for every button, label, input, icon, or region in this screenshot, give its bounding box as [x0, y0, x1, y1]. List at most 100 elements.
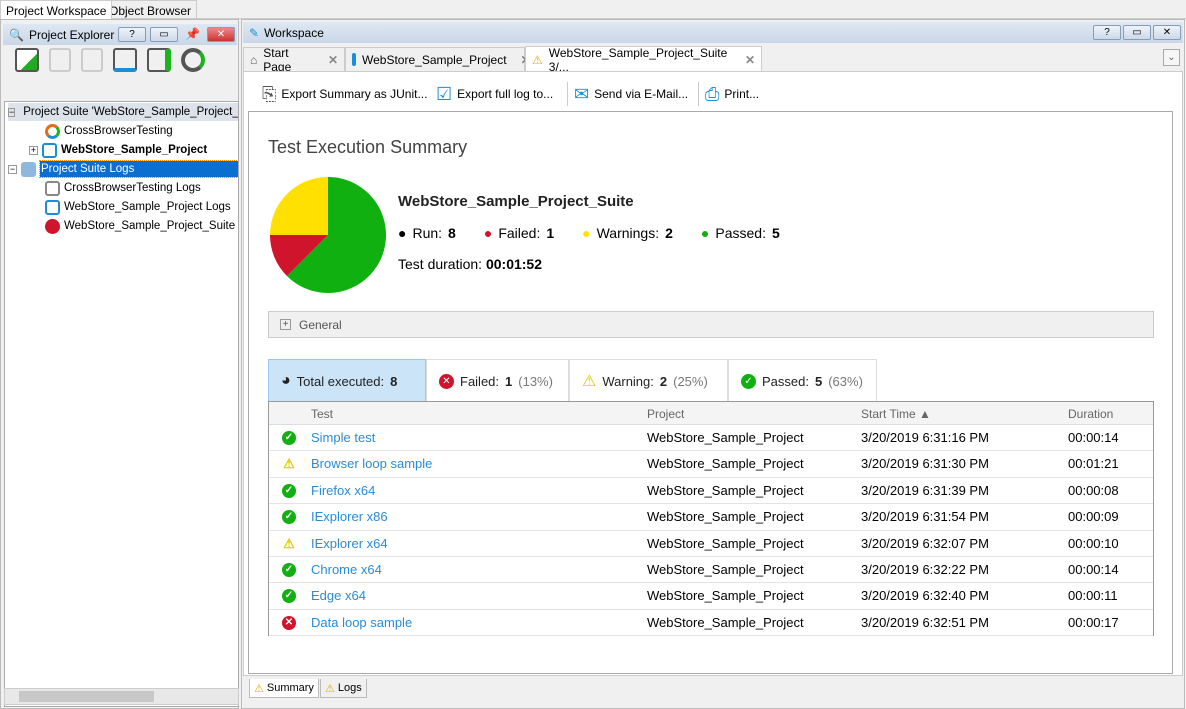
tab-project-workspace[interactable]: Project Workspace	[0, 0, 113, 19]
tab-object-browser[interactable]: Object Browser	[103, 0, 198, 19]
tab-suite-log[interactable]: ⚠ WebStore_Sample_Project_Suite 3/... ✕	[525, 45, 762, 74]
email-icon: ✉	[574, 83, 590, 104]
run-label: Run:	[412, 225, 443, 241]
tab-summary[interactable]: ⚠ Summary	[249, 679, 319, 698]
table-row[interactable]: ✓ Chrome x64 WebStore_Sample_Project 3/2…	[269, 557, 1153, 584]
project-icon	[42, 142, 57, 158]
test-link[interactable]: Chrome x64	[311, 562, 382, 577]
table-row[interactable]: ⚠ Browser loop sample WebStore_Sample_Pr…	[269, 451, 1153, 478]
project-explorer-panel: 🔍 Project Explorer ? ▭ 📌 ✕ − Project Suit…	[0, 19, 239, 709]
scrollbar-thumb[interactable]	[19, 691, 154, 702]
column-start-time[interactable]: Start Time ▲	[861, 407, 931, 421]
tab-total-executed[interactable]: ◕ Total executed: 8	[268, 359, 426, 402]
column-project[interactable]: Project	[647, 407, 685, 421]
print-button[interactable]: ⎙ Print...	[705, 80, 759, 108]
help-button[interactable]: ?	[1093, 25, 1121, 40]
table-row[interactable]: ✓ Simple test WebStore_Sample_Project 3/…	[269, 425, 1153, 452]
warning-log-icon: ⚠	[532, 52, 543, 67]
pin-icon[interactable]: 📌	[185, 27, 200, 41]
project-tree: − Project Suite 'WebStore_Sample_Project_…	[4, 101, 239, 707]
restore-button[interactable]: ▭	[1123, 25, 1151, 40]
help-button[interactable]: ?	[118, 27, 146, 42]
tree-label: CrossBrowserTesting	[64, 125, 173, 137]
test-link[interactable]: Data loop sample	[311, 614, 413, 630]
results-table: Test Project Start Time ▲ Duration ✓ Sim…	[268, 401, 1154, 637]
duration-cell: 00:01:21	[1068, 456, 1119, 472]
column-duration[interactable]: Duration	[1068, 407, 1114, 421]
tree-item-webstore-project[interactable]: + WebStore_Sample_Project	[29, 142, 208, 158]
failed-label: Failed:	[498, 225, 541, 241]
horizontal-scrollbar[interactable]	[4, 688, 239, 705]
tree-item-crossbrowsertesting[interactable]: CrossBrowserTesting	[45, 122, 173, 140]
duration-cell: 00:00:17	[1068, 614, 1119, 630]
tab-label: WebStore_Sample_Project_Suite 3/...	[548, 45, 728, 74]
test-link[interactable]: Browser loop sample	[311, 456, 433, 472]
add-new-item-icon[interactable]	[49, 48, 71, 72]
test-link[interactable]: Simple test	[311, 430, 376, 445]
tab-passed[interactable]: ✓ Passed: 5 (63%)	[728, 359, 877, 402]
table-header: Test Project Start Time ▲ Duration	[269, 402, 1153, 425]
pie-icon: ◕	[281, 372, 291, 389]
workspace-header: ✎ Workspace ? ▭ ✕	[243, 22, 1183, 43]
restore-button[interactable]: ▭	[150, 27, 178, 42]
table-row[interactable]: ✓ Firefox x64 WebStore_Sample_Project 3/…	[269, 478, 1153, 505]
tree-item-suite-log[interactable]: WebStore_Sample_Project_Suite 3/20/2019	[45, 217, 238, 235]
test-link[interactable]: Firefox x64	[311, 482, 376, 498]
tab-percent: (13%)	[518, 373, 553, 389]
passed-label: Passed:	[715, 225, 766, 241]
table-row[interactable]: ✓ Edge x64 WebStore_Sample_Project 3/20/…	[269, 583, 1153, 610]
tree-item-project-suite[interactable]: − Project Suite 'WebStore_Sample_Project_…	[8, 103, 238, 121]
duration-cell: 00:00:09	[1068, 509, 1119, 525]
tab-count: 5	[814, 373, 823, 389]
export-junit-button[interactable]: ⎘ Export Summary as JUnit...	[262, 80, 427, 108]
logs-icon: ⚠	[325, 682, 335, 695]
tab-label: WebStore_Sample_Project	[362, 52, 507, 67]
export-log-button[interactable]: ☑ Export full log to...	[436, 80, 553, 108]
test-link[interactable]: Edge x64	[311, 588, 366, 604]
run-project-icon[interactable]	[147, 48, 171, 72]
passed-icon: ✓	[282, 483, 296, 498]
run-suite-icon[interactable]	[181, 48, 205, 72]
tab-logs[interactable]: ⚠ Logs	[320, 679, 367, 698]
project-icon	[352, 53, 356, 66]
project-cell: WebStore_Sample_Project	[647, 562, 804, 577]
table-row[interactable]: ✕ Data loop sample WebStore_Sample_Proje…	[269, 610, 1153, 637]
warnings-count: 2	[665, 225, 673, 241]
send-email-button[interactable]: ✉ Send via E-Mail...	[574, 80, 688, 108]
test-link[interactable]: IExplorer x86	[311, 509, 388, 525]
close-button[interactable]: ✕	[1153, 25, 1181, 40]
button-label: Export full log to...	[457, 87, 554, 101]
start-time-cell: 3/20/2019 6:32:51 PM	[861, 614, 989, 630]
general-label: General	[299, 317, 342, 332]
tree-item-webstore-logs[interactable]: WebStore_Sample_Project Logs	[45, 198, 231, 216]
add-existing-item-icon[interactable]	[81, 48, 103, 72]
tree-label: CrossBrowserTesting Logs	[64, 182, 201, 194]
start-time-cell: 3/20/2019 6:32:40 PM	[861, 588, 989, 604]
tree-item-project-suite-logs[interactable]: − Project Suite Logs	[8, 160, 238, 178]
tab-label: Failed:	[460, 373, 500, 389]
close-button[interactable]: ✕	[207, 27, 235, 42]
crossbrowsertesting-icon	[45, 123, 60, 139]
tab-label: Total executed:	[296, 373, 385, 389]
table-row[interactable]: ⚠ IExplorer x64 WebStore_Sample_Project …	[269, 531, 1153, 557]
close-tab-icon[interactable]: ✕	[327, 52, 338, 67]
add-project-icon[interactable]	[15, 48, 39, 72]
test-link[interactable]: IExplorer x64	[311, 535, 388, 551]
project-cell: WebStore_Sample_Project	[647, 456, 804, 472]
tab-warning[interactable]: ⚠ Warning: 2 (25%)	[569, 359, 728, 402]
project-cell: WebStore_Sample_Project	[647, 535, 804, 551]
pie-slice-warning	[270, 177, 328, 235]
tab-failed[interactable]: ✕ Failed: 1 (13%)	[426, 359, 569, 402]
properties-icon[interactable]	[113, 48, 137, 72]
tab-label: Warning:	[602, 373, 654, 389]
column-test[interactable]: Test	[311, 407, 334, 421]
table-row[interactable]: ✓ IExplorer x86 WebStore_Sample_Project …	[269, 504, 1153, 531]
explorer-toolbar	[15, 48, 205, 72]
tab-webstore-project[interactable]: WebStore_Sample_Project✕	[345, 47, 531, 71]
tree-item-crossbrowsertesting-logs[interactable]: CrossBrowserTesting Logs	[45, 179, 201, 197]
tab-start-page[interactable]: ⌂ Start Page ✕	[243, 46, 345, 74]
tabs-dropdown-button[interactable]: ⌄	[1163, 49, 1180, 66]
general-section[interactable]: + General	[268, 311, 1154, 338]
close-tab-icon[interactable]: ✕	[744, 52, 755, 67]
summary-counts: ● Run: 8 ● Failed: 1 ● Warnings: 2 ● Passed: 5	[398, 225, 780, 241]
